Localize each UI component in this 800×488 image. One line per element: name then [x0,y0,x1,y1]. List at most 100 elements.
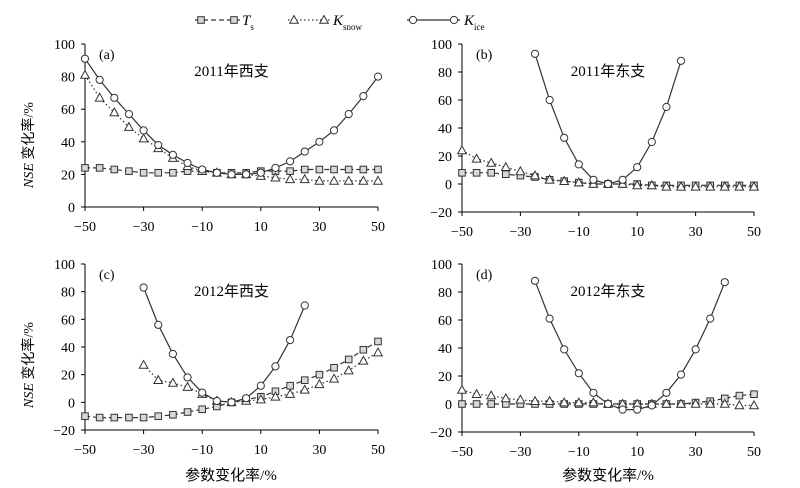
data-point-Ksnow [748,181,760,191]
data-point-Ts [735,391,744,400]
x-tick-label: −10 [191,443,213,458]
data-point-Ksnow [675,181,687,191]
data-point-Ts [344,355,353,364]
data-point-Ksnow [486,157,497,167]
data-point-Ksnow [299,173,310,184]
data-point-Ts [374,165,382,174]
series-Kice [530,276,729,414]
data-point-Ksnow [328,175,340,185]
x-tick-label: 30 [689,225,703,240]
data-point-Kice [212,396,221,406]
data-point-Ts [750,390,758,398]
data-point-Kice [373,72,383,81]
y-tick-label: 20 [61,168,75,183]
ylabel-rest: 变化率/% [22,322,37,384]
data-point-Ksnow [515,165,526,176]
y-tick-label: 100 [431,258,452,273]
data-point-Ksnow [588,397,599,407]
data-point-Ksnow [138,359,149,369]
data-point-Ksnow [270,172,281,182]
data-point-Ksnow [544,395,555,405]
x-tick-label: −30 [133,220,155,235]
panel-title: 2011年西支 [194,63,268,80]
data-point-Kice [589,388,598,397]
data-point-Ts [472,169,481,177]
data-point-Ts [183,408,192,416]
data-point-Ts [154,412,163,420]
data-point-Ksnow [314,378,325,389]
series-Kice [530,49,686,189]
x-tick-label: 50 [371,220,385,235]
data-point-Ksnow [705,181,716,191]
data-point-Ksnow [167,377,179,387]
panel-a: 0 20 40 60 80 100 −50 −30 −10 10 30 50 (a) 2011年西支 [54,38,385,235]
y-tick-label: 0 [68,396,75,411]
data-point-Ts [315,370,324,379]
panel-label: (a) [99,48,115,63]
panel-label: (b) [476,48,493,63]
data-point-Kice [530,276,540,285]
data-point-Kice [344,109,353,119]
panel-title: 2012年西支 [194,283,269,300]
panel-title: 2012年东支 [570,283,645,300]
data-point-Kice [227,398,236,407]
data-point-Kice [271,163,280,172]
series-line-Kice [143,287,306,403]
data-point-Ts [472,400,481,408]
data-point-Ts [139,413,148,422]
data-point-Ts [359,345,368,354]
data-point-Ksnow [675,398,687,408]
legend-marker-square [197,16,205,24]
y-tick-label: 0 [445,398,452,413]
y-tick-label: 40 [438,122,452,137]
data-point-Kice [139,283,148,292]
data-point-Ksnow [719,398,730,408]
data-point-Kice [662,102,671,112]
data-point-Kice [676,370,686,379]
data-point-Ts [95,164,104,172]
data-point-Kice [271,362,280,371]
data-point-Kice [603,179,613,189]
data-point-Ksnow [559,397,570,407]
y-tick-label: 40 [61,136,75,151]
legend-marker-circle [408,15,418,25]
data-point-Ksnow [123,121,135,131]
x-tick-label: −10 [191,220,213,235]
data-point-Kice [315,137,324,146]
data-point-Ts [81,412,89,420]
data-point-Ksnow [328,373,340,383]
data-point-Kice [110,93,119,102]
data-point-Kice [589,175,598,184]
x-tick-label: 10 [254,220,268,235]
y-tick-label: 80 [438,66,452,81]
panel-title: 2011年东支 [571,63,645,80]
data-point-Ts [344,165,353,174]
x-tick-label: −30 [133,443,155,458]
data-point-Ksnow [690,398,701,408]
y-tick-label: 80 [438,286,452,301]
y-tick-label: 0 [445,178,452,193]
data-point-Ksnow [646,179,657,190]
data-point-Ts [139,168,148,177]
x-tick-label: −50 [74,443,96,458]
data-point-Kice [124,109,134,119]
y-tick-label: 0 [68,201,75,216]
data-point-Kice [647,137,656,147]
data-point-Kice [256,381,265,390]
y-tick-label: 60 [438,94,452,109]
legend-marker-triangle [288,14,300,24]
ylabel-italic: NSE [22,163,37,188]
data-point-Kice [95,75,104,84]
y-axis-title-bottom: NSE 变化率/% [18,322,38,408]
data-point-Ts [359,165,368,174]
data-point-Ksnow [358,175,369,185]
x-tick-label: −30 [509,445,531,460]
data-point-Kice [618,175,627,184]
data-point-Kice [183,158,192,168]
data-point-Kice [633,163,642,172]
data-point-Ksnow [632,179,643,190]
x-tick-label: −10 [568,445,590,460]
data-point-Ts [458,400,466,408]
data-point-Ts [374,337,382,346]
